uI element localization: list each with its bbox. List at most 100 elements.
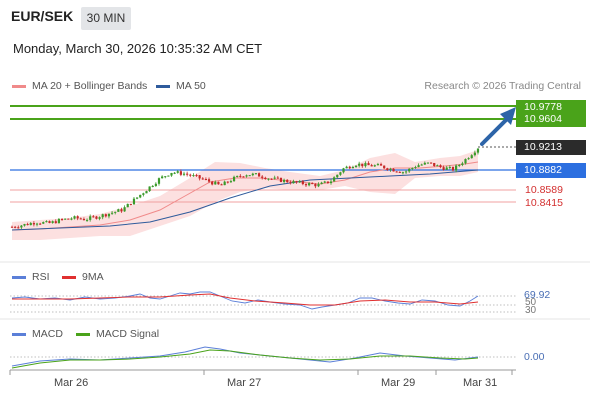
candle-body: [433, 162, 436, 166]
price-label-r1: 10.9604: [516, 112, 586, 127]
rsi-ma-line: [12, 293, 479, 306]
candle-body: [308, 183, 311, 186]
candle-body: [398, 171, 401, 173]
candle-body: [395, 171, 398, 173]
candle-body: [429, 162, 433, 164]
candle-body: [154, 183, 157, 186]
candle-body: [257, 173, 261, 177]
candle-body: [289, 182, 292, 184]
candle-body: [242, 176, 245, 178]
candle-body: [467, 158, 470, 160]
candle-body: [164, 176, 167, 178]
candle-body: [107, 213, 111, 217]
price-label-s1: 10.8589: [525, 184, 563, 196]
bollinger-band: [12, 150, 478, 240]
candle-body: [348, 166, 351, 169]
x-label-2: Mar 29: [381, 377, 416, 389]
candle-body: [142, 193, 145, 195]
rsi-ma-swatch: [62, 275, 76, 279]
candle-body: [129, 203, 132, 205]
price-label-pivot: 10.8882: [516, 163, 586, 178]
candle-body: [339, 172, 342, 175]
candle-body: [404, 171, 408, 173]
candle-body: [401, 172, 405, 174]
candle-body: [245, 175, 248, 177]
candle-body: [85, 219, 89, 221]
candle-body: [73, 216, 76, 219]
candle-body: [314, 183, 317, 187]
rsi-ma-label: 9MA: [82, 271, 104, 283]
candle-body: [311, 183, 314, 185]
candle-body: [420, 164, 423, 166]
candle-body: [354, 165, 358, 167]
candle-body: [236, 175, 239, 177]
candle-body: [364, 163, 367, 167]
timeframe-button[interactable]: 30 MIN: [81, 7, 131, 30]
candle-body: [342, 168, 345, 173]
candle-body: [186, 173, 189, 175]
candle-body: [301, 181, 304, 185]
candle-body: [329, 181, 333, 184]
macd-signal-line: [11, 349, 479, 369]
candle-body: [436, 165, 439, 167]
candle-body: [442, 167, 445, 170]
candle-body: [104, 214, 107, 217]
candle-body: [373, 165, 376, 167]
candle-body: [98, 217, 101, 219]
macd-signal-swatch: [76, 332, 90, 336]
candle-body: [173, 172, 176, 174]
candle-body: [204, 179, 208, 181]
candle-body: [292, 181, 295, 184]
candle-body: [470, 155, 473, 159]
candle-body: [239, 175, 242, 177]
candle-body: [445, 167, 448, 170]
candle-body: [232, 176, 236, 182]
candle-body: [279, 177, 283, 182]
candle-body: [42, 222, 45, 224]
candlestick-series: [10, 148, 480, 230]
candle-body: [229, 181, 233, 183]
candle-body: [392, 168, 395, 172]
candle-body: [211, 181, 214, 185]
candle-body: [464, 159, 467, 164]
candle-body: [333, 177, 336, 182]
candle-body: [148, 186, 151, 192]
candle-body: [35, 223, 39, 225]
x-label-3: Mar 31: [463, 377, 498, 389]
candle-body: [383, 165, 386, 169]
candle-body: [214, 181, 217, 185]
forecast-arrow-shaft: [480, 116, 510, 146]
candle-body: [273, 177, 276, 179]
candle-body: [220, 184, 223, 186]
macd-value: 0.00: [524, 351, 545, 363]
candle-body: [298, 181, 301, 183]
candle-body: [67, 218, 70, 220]
legend-bollinger: MA 20 + Bollinger Bands: [12, 80, 147, 92]
candle-body: [439, 165, 442, 168]
candle-body: [207, 179, 211, 182]
bollinger-label: MA 20 + Bollinger Bands: [32, 80, 148, 92]
candle-body: [473, 152, 476, 156]
ma50-swatch: [156, 84, 170, 88]
candle-body: [123, 207, 126, 212]
candle-body: [57, 218, 61, 224]
candle-body: [376, 164, 380, 166]
candle-body: [192, 175, 195, 177]
candle-body: [264, 177, 267, 180]
candle-body: [455, 165, 458, 171]
candle-body: [320, 182, 323, 185]
legend-macd-signal: MACD Signal: [76, 328, 159, 340]
candle-body: [176, 171, 179, 173]
rsi-value: 69.92: [524, 289, 551, 301]
candle-body: [89, 216, 92, 220]
candle-body: [451, 166, 455, 171]
candle-body: [110, 212, 114, 214]
candle-body: [248, 175, 251, 177]
candle-body: [23, 224, 26, 226]
candle-body: [161, 176, 164, 179]
candle-body: [295, 181, 298, 183]
candle-body: [370, 165, 373, 167]
legend-rsi-ma: 9MA: [62, 271, 104, 283]
candle-body: [117, 209, 120, 212]
